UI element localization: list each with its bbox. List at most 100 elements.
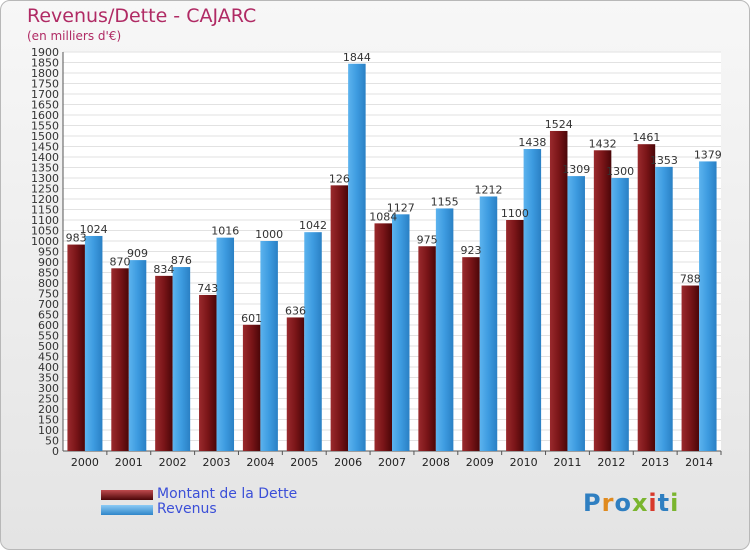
revenue-bar — [348, 63, 366, 451]
debt-bar — [286, 317, 305, 451]
x-tick-label: 2006 — [334, 456, 362, 469]
x-tick-label: 2009 — [466, 456, 494, 469]
debt-value-label: 1432 — [589, 137, 617, 150]
logo-letter: o — [614, 489, 632, 517]
revenue-bar — [523, 149, 542, 451]
debt-bar — [506, 220, 524, 451]
x-tick-label: 2001 — [115, 456, 143, 469]
x-tick-label: 2002 — [159, 456, 187, 469]
y-tick-label: 850 — [38, 267, 59, 280]
legend-label-debt: Montant de la Dette — [157, 486, 298, 502]
x-tick-label: 2004 — [246, 456, 274, 469]
x-tick-label: 2008 — [422, 456, 450, 469]
legend-swatch-debt — [101, 490, 153, 500]
y-tick-label: 100 — [38, 424, 59, 437]
logo-letter: i — [670, 489, 680, 517]
y-tick-label: 350 — [38, 372, 59, 385]
x-tick-label: 2003 — [203, 456, 231, 469]
debt-bar — [549, 130, 568, 451]
x-tick-label: 2005 — [290, 456, 318, 469]
y-tick-label: 600 — [38, 319, 59, 332]
y-tick-label: 550 — [38, 330, 59, 343]
debt-bar — [242, 324, 261, 451]
y-tick-label: 1650 — [31, 99, 59, 112]
revenue-value-label: 909 — [127, 247, 148, 260]
proxiti-logo: Proxiti — [583, 489, 679, 517]
x-tick-label: 2014 — [685, 456, 713, 469]
y-tick-label: 150 — [38, 414, 59, 427]
y-tick-label: 0 — [52, 445, 59, 458]
logo-letter: P — [583, 489, 602, 517]
debt-value-label: 923 — [460, 244, 481, 257]
y-tick-label: 900 — [38, 256, 59, 269]
revenue-bar — [435, 208, 454, 451]
revenue-bar — [216, 237, 235, 451]
legend-swatch-revenue — [101, 505, 153, 515]
revenue-value-label: 1024 — [80, 223, 108, 236]
revenue-bar — [699, 161, 717, 451]
debt-bar — [681, 285, 700, 451]
debt-bar — [462, 257, 480, 451]
revenue-value-label: 1155 — [431, 195, 459, 208]
revenue-value-label: 1212 — [474, 183, 502, 196]
revenue-bar — [567, 176, 585, 452]
revenue-bar — [260, 241, 278, 451]
logo-letter: r — [601, 489, 615, 517]
y-tick-label: 1400 — [31, 151, 59, 164]
y-tick-label: 1450 — [31, 141, 59, 154]
revenue-bar — [128, 260, 147, 451]
y-tick-label: 250 — [38, 393, 59, 406]
y-tick-label: 400 — [38, 361, 59, 374]
y-tick-label: 1050 — [31, 225, 59, 238]
y-tick-label: 450 — [38, 351, 59, 364]
revenue-value-label: 1000 — [255, 228, 283, 241]
legend-label-revenue: Revenus — [157, 501, 217, 517]
x-tick-label: 2000 — [71, 456, 99, 469]
y-tick-label: 200 — [38, 403, 59, 416]
revenue-bar — [172, 267, 191, 451]
debt-bar — [199, 294, 217, 451]
y-tick-label: 700 — [38, 298, 59, 311]
debt-bar — [155, 275, 173, 451]
x-tick-label: 2007 — [378, 456, 406, 469]
y-tick-label: 1550 — [31, 120, 59, 133]
x-tick-label: 2011 — [553, 456, 581, 469]
revenue-value-label: 1042 — [299, 219, 327, 232]
revenue-value-label: 1016 — [211, 225, 239, 238]
y-tick-label: 650 — [38, 309, 59, 322]
y-tick-label: 1250 — [31, 183, 59, 196]
debt-value-label: 1100 — [501, 207, 529, 220]
logo-letter: x — [631, 489, 649, 517]
y-tick-label: 1300 — [31, 172, 59, 185]
logo-letter: t — [657, 489, 671, 517]
y-tick-label: 1800 — [31, 67, 59, 80]
revenue-bar — [655, 166, 673, 451]
debt-value-label: 1524 — [545, 118, 573, 131]
chart-title: Revenus/Dette - CAJARC — [27, 5, 257, 27]
debt-value-label: 601 — [241, 312, 262, 325]
y-tick-label: 300 — [38, 382, 59, 395]
revenue-value-label: 1353 — [650, 154, 678, 167]
debt-bar — [374, 223, 392, 451]
y-tick-label: 1750 — [31, 78, 59, 91]
revenue-value-label: 876 — [171, 254, 192, 267]
x-tick-label: 2012 — [597, 456, 625, 469]
revenue-value-label: 1379 — [694, 148, 722, 161]
y-tick-label: 1150 — [31, 204, 59, 217]
debt-value-label: 743 — [197, 282, 218, 295]
revenue-bar — [479, 196, 498, 451]
debt-value-label: 870 — [110, 255, 131, 268]
debt-bar — [418, 246, 436, 451]
debt-bar — [67, 244, 85, 451]
debt-bar — [593, 150, 612, 451]
chart-subtitle: (en milliers d'€) — [27, 29, 122, 43]
y-tick-label: 50 — [45, 435, 59, 448]
revenue-bar — [611, 178, 629, 451]
y-tick-label: 1500 — [31, 130, 59, 143]
debt-value-label: 983 — [66, 232, 87, 245]
y-tick-label: 800 — [38, 277, 59, 290]
revenue-bar — [392, 214, 410, 451]
debt-bar — [637, 144, 656, 451]
